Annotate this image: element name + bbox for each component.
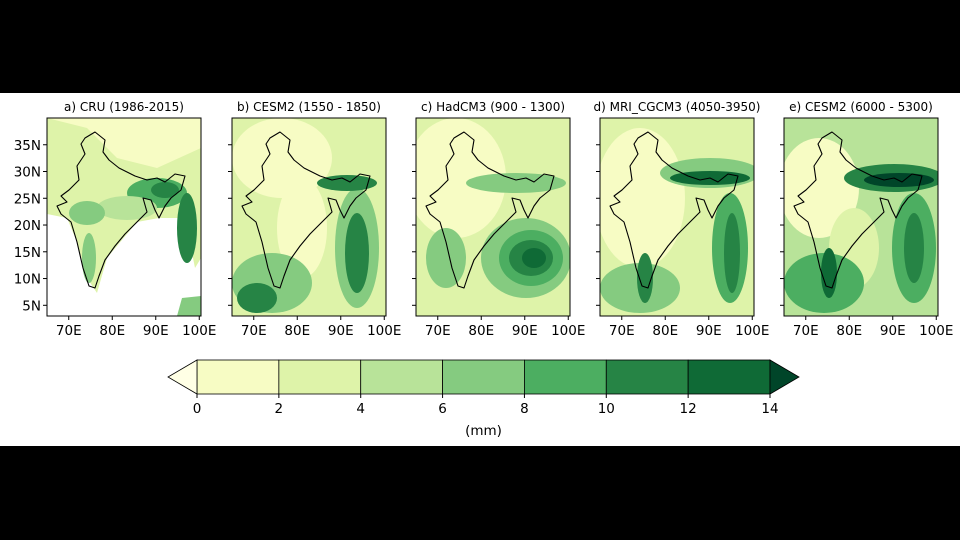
x-tick-label: 80E	[836, 323, 862, 339]
colorbar-tick-label: 2	[275, 401, 284, 417]
colorbar-bin	[278, 359, 362, 395]
colorbar-tick-label: 0	[193, 401, 202, 417]
x-tick-label: 100E	[919, 323, 953, 339]
x-tick-label: 80E	[284, 323, 310, 339]
x-tick-label: 90E	[696, 323, 722, 339]
y-tick-label: 20N	[14, 218, 41, 234]
map-panel	[416, 118, 570, 316]
y-tick-label: 35N	[14, 138, 41, 154]
colorbar-bin	[687, 359, 771, 395]
x-tick-label: 70E	[425, 323, 451, 339]
map-panel	[232, 118, 386, 316]
x-tick-label: 100E	[182, 323, 216, 339]
panel-title: e) CESM2 (6000 - 5300)	[789, 100, 933, 114]
panel-frame	[599, 117, 755, 317]
x-tick-label: 70E	[56, 323, 82, 339]
colorbar-tick-label: 4	[356, 401, 365, 417]
x-tick-label: 70E	[793, 323, 819, 339]
y-tick-label: 5N	[22, 298, 41, 314]
colorbar-bin	[196, 359, 280, 395]
x-tick-label: 100E	[551, 323, 585, 339]
colorbar-bin	[524, 359, 607, 395]
panel-title: c) HadCM3 (900 - 1300)	[421, 100, 565, 114]
panel-frame	[415, 117, 571, 317]
x-tick-label: 90E	[328, 323, 354, 339]
colorbar-tick-label: 6	[438, 401, 447, 417]
colorbar-bin	[442, 359, 525, 395]
colorbar-tick-label: 14	[761, 401, 778, 417]
x-tick-label: 80E	[652, 323, 678, 339]
x-tick-label: 100E	[367, 323, 401, 339]
colorbar-extend-over	[769, 359, 800, 395]
x-tick-label: 100E	[735, 323, 769, 339]
y-tick-label: 15N	[14, 245, 41, 261]
panel-frame	[783, 117, 939, 317]
colorbar-label: (mm)	[465, 423, 502, 439]
x-tick-label: 80E	[99, 323, 125, 339]
colorbar-bin	[605, 359, 689, 395]
y-tick-label: 25N	[14, 191, 41, 207]
colorbar-tick-label: 12	[680, 401, 697, 417]
y-tick-label: 10N	[14, 272, 41, 288]
panel-frame	[231, 117, 387, 317]
colorbar-tick-label: 8	[520, 401, 529, 417]
panel-title: b) CESM2 (1550 - 1850)	[237, 100, 381, 114]
y-tick-label: 30N	[14, 165, 41, 181]
colorbar-tick-label: 10	[598, 401, 615, 417]
map-panel	[600, 118, 754, 316]
map-panel	[47, 118, 201, 316]
x-tick-label: 70E	[609, 323, 635, 339]
x-tick-label: 70E	[241, 323, 267, 339]
colorbar-bin	[360, 359, 443, 395]
x-tick-label: 90E	[880, 323, 906, 339]
panel-title: a) CRU (1986-2015)	[64, 100, 184, 114]
x-tick-label: 80E	[468, 323, 494, 339]
x-tick-label: 90E	[512, 323, 538, 339]
colorbar-extend-under	[167, 359, 198, 395]
map-panel	[784, 118, 938, 316]
panel-title: d) MRI_CGCM3 (4050-3950)	[594, 100, 761, 114]
x-tick-label: 90E	[143, 323, 169, 339]
panel-frame	[46, 117, 202, 317]
